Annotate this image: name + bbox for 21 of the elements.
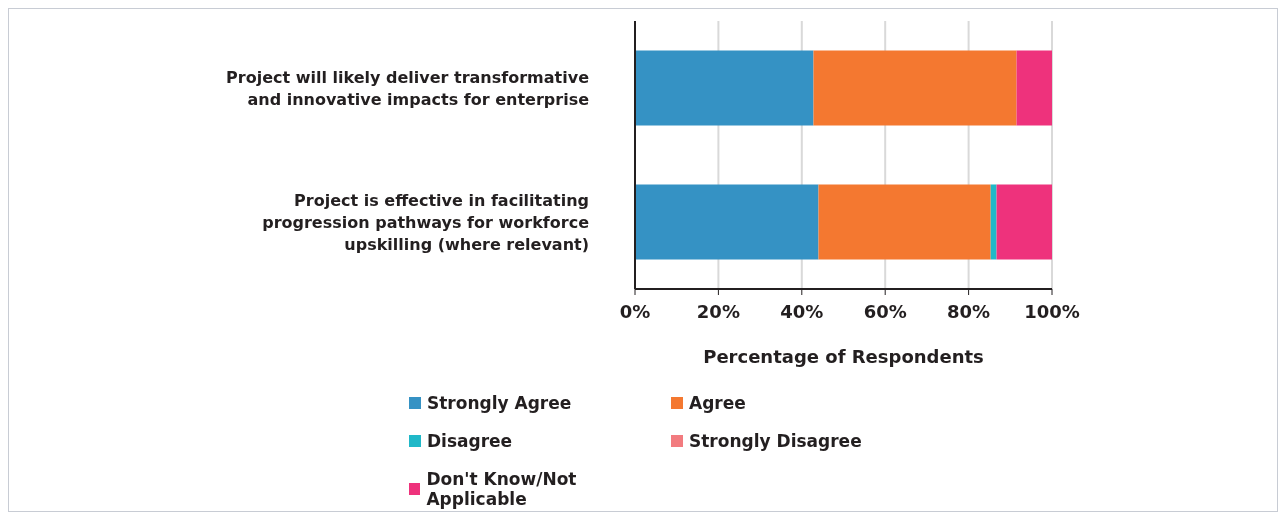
x-tick-label: 20% [696,300,740,322]
bar [635,184,819,260]
x-tick-label: 100% [1024,300,1080,322]
legend-label: Strongly Disagree [689,431,862,451]
bar [635,50,814,126]
bar [990,184,997,260]
legend-label: Strongly Agree [427,393,572,413]
legend-label: Disagree [427,431,513,451]
y-tick-label: Project will likely deliver transformative and innovative impacts for enterprise [226,67,590,109]
x-tick-label: 80% [947,300,991,322]
legend-label: Don't Know/Not Applicable [426,469,578,509]
x-tick-label: 0% [619,300,651,322]
bar [818,184,991,260]
legend-label: Agree [689,393,746,413]
bar [1016,50,1052,126]
y-tick-label: Project is effective in facilitating progression pathways for workforce upskilling (where relevant) [262,190,590,254]
bar [996,184,1052,260]
x-tick-label: 60% [863,300,907,322]
bar [813,50,1017,126]
x-axis-title: Percentage of Respondents [703,346,984,367]
x-tick-label: 40% [780,300,824,322]
